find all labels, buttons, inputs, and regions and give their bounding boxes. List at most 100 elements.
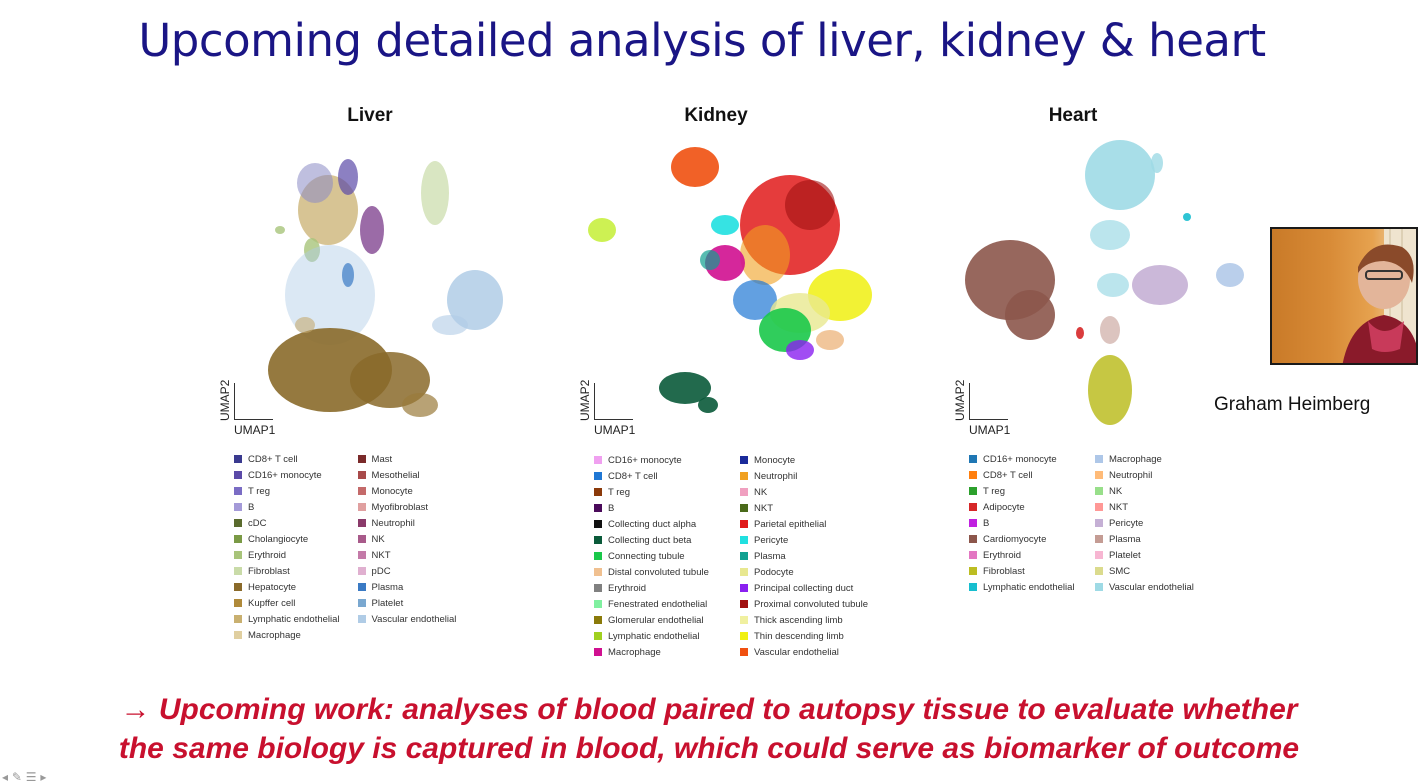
legend-item: B [969, 515, 1077, 531]
legend-swatch [594, 632, 602, 640]
legend-label: Fibroblast [983, 565, 1025, 577]
legend-swatch [969, 455, 977, 463]
legend-item: Parietal epithelial [740, 516, 868, 532]
heart-xlabel: UMAP1 [969, 423, 1011, 437]
legend-swatch [234, 567, 242, 575]
legend-item: Proximal convoluted tubule [740, 596, 868, 612]
legend-item: Fenestrated endothelial [594, 596, 730, 612]
legend-item: B [594, 500, 730, 516]
slide-nav-toolbar[interactable]: ◂ ✎ ☰ ▸ [2, 770, 46, 784]
legend-label: Plasma [371, 581, 404, 593]
legend-label: Mast [371, 453, 393, 465]
legend-swatch [740, 536, 748, 544]
legend-swatch [594, 584, 602, 592]
legend-label: cDC [248, 517, 267, 529]
legend-item: cDC [234, 515, 340, 531]
legend-swatch [357, 487, 366, 495]
legend-swatch [594, 600, 602, 608]
legend-swatch [1095, 455, 1103, 463]
liver-title: Liver [347, 105, 393, 126]
legend-label: Cholangiocyte [248, 533, 309, 545]
legend-item: NKT [740, 500, 868, 516]
legend-swatch [740, 456, 748, 464]
legend-label: Neutrophil [754, 470, 798, 482]
slide-title: Upcoming detailed analysis of liver, kid… [138, 14, 1266, 67]
legend-item: Hepatocyte [234, 579, 340, 595]
legend-swatch [234, 631, 242, 639]
heart-panel: Heart UMAP2 UMAP1 CD16+ monocyte CD8+ T c… [935, 105, 1275, 665]
legend-item: Neutrophil [1095, 467, 1194, 483]
legend-swatch [594, 456, 602, 464]
legend-label: Collecting duct beta [608, 534, 692, 546]
legend-swatch [740, 504, 748, 512]
heart-legend-left: CD16+ monocyte CD8+ T cell T reg Adipocyte B… [969, 451, 1077, 595]
conclusion-line-2: the same biology is captured in blood, w… [118, 732, 1300, 765]
kidney-xlabel: UMAP1 [594, 423, 636, 437]
legend-item: Plasma [740, 548, 868, 564]
legend-label: Lymphatic endothelial [608, 630, 700, 642]
legend-swatch [234, 535, 242, 543]
kidney-panel: Kidney UMAP2 UMAP1 CD16+ monocyte CD8+ T … [560, 105, 900, 665]
legend-item: pDC [357, 563, 457, 579]
legend-item: Mast [357, 451, 457, 467]
legend-label: Myofibroblast [371, 501, 429, 513]
legend-item: B [234, 499, 340, 515]
legend-swatch [740, 648, 748, 656]
legend-swatch [1095, 583, 1103, 591]
legend-label: Erythroid [608, 582, 647, 594]
legend-item: Connecting tubule [594, 548, 730, 564]
legend-item: Cholangiocyte [234, 531, 340, 547]
heart-legend: CD16+ monocyte CD8+ T cell T reg Adipocyte B… [969, 451, 1194, 595]
legend-label: T reg [608, 486, 631, 498]
legend-swatch [740, 472, 748, 480]
legend-label: Principal collecting duct [754, 582, 854, 594]
legend-item: Vascular endothelial [357, 611, 456, 627]
legend-label: Lymphatic endothelial [248, 613, 340, 625]
legend-item: Platelet [357, 595, 457, 611]
legend-item: Lymphatic endothelial [234, 611, 340, 627]
legend-swatch [1095, 551, 1103, 559]
speaker-video [1270, 227, 1418, 365]
legend-item: CD16+ monocyte [594, 452, 730, 468]
next-icon[interactable]: ▸ [40, 770, 47, 784]
legend-item: Vascular endothelial [740, 644, 868, 660]
legend-swatch [740, 600, 748, 608]
legend-swatch [1095, 535, 1103, 543]
legend-item: Kupffer cell [234, 595, 340, 611]
legend-swatch [740, 616, 748, 624]
legend-label: NK [754, 486, 768, 498]
kidney-axis-corner [594, 383, 633, 420]
legend-label: Vascular endothelial [754, 646, 839, 658]
pen-icon[interactable]: ✎ [11, 770, 22, 784]
legend-label: Fenestrated endothelial [608, 598, 708, 610]
legend-label: Mesothelial [371, 469, 420, 481]
legend-label: B [983, 517, 990, 529]
legend-item: Collecting duct alpha [594, 516, 730, 532]
legend-item: Principal collecting duct [740, 580, 868, 596]
legend-swatch [357, 455, 366, 463]
legend-label: Macrophage [608, 646, 661, 658]
legend-swatch [594, 504, 602, 512]
legend-label: NK [371, 533, 385, 545]
legend-swatch [234, 583, 242, 591]
legend-label: Kupffer cell [248, 597, 296, 609]
liver-legend-right: Mast Mesothelial Monocyte Myofibroblast Neut… [357, 451, 457, 643]
legend-swatch [1095, 567, 1103, 575]
legend-label: Vascular endothelial [1109, 581, 1194, 593]
menu-icon[interactable]: ☰ [25, 770, 37, 784]
legend-label: T reg [983, 485, 1006, 497]
legend-label: Pericyte [1109, 517, 1144, 529]
legend-label: Pericyte [754, 534, 789, 546]
legend-swatch [969, 583, 977, 591]
legend-label: Monocyte [371, 485, 413, 497]
legend-item: CD16+ monocyte [234, 467, 340, 483]
legend-item: Macrophage [1095, 451, 1194, 467]
legend-label: Podocyte [754, 566, 794, 578]
legend-swatch [594, 552, 602, 560]
liver-panel: Liver UMAP2 UMAP1 CD8+ T cell CD16+ monoc… [200, 105, 540, 665]
legend-item: Thick ascending limb [740, 612, 868, 628]
prev-icon[interactable]: ◂ [2, 770, 9, 784]
legend-swatch [234, 487, 242, 495]
legend-label: Collecting duct alpha [608, 518, 697, 530]
